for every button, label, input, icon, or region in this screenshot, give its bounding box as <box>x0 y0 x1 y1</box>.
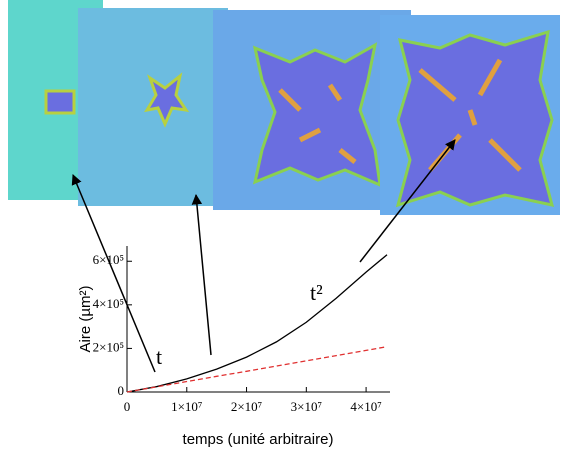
y-tick-label: 0 <box>118 383 125 398</box>
arrow <box>191 193 212 356</box>
x-tick-label: 2×10⁷ <box>231 399 262 414</box>
x-tick-label: 0 <box>124 399 131 414</box>
annotation: t² <box>310 280 323 305</box>
y-tick-label: 6×10⁵ <box>93 252 124 267</box>
annotation: t <box>156 344 162 369</box>
x-tick-label: 4×10⁷ <box>350 399 381 414</box>
branches <box>278 83 357 164</box>
x-axis-label: temps (unité arbitraire) <box>183 431 334 448</box>
snapshots <box>8 0 560 215</box>
crystal <box>144 72 190 128</box>
y-tick-label: 4×10⁵ <box>93 296 124 311</box>
arrow <box>71 174 156 373</box>
crystal <box>252 42 382 188</box>
crystal <box>44 89 76 115</box>
arrow <box>359 139 456 263</box>
arrows <box>71 139 456 373</box>
x-tick-label: 1×10⁷ <box>171 399 202 414</box>
series-line <box>126 254 388 393</box>
y-axis-label: Aire (µm²) <box>77 286 94 353</box>
y-tick-label: 2×10⁵ <box>93 339 124 354</box>
plot: 0 1×10⁷ 2×10⁷ 3×10⁷ 4×10⁷ 0 2×10⁵ 4×10⁵ 6×10⁵ <box>93 246 390 414</box>
series-line <box>126 346 388 393</box>
x-tick-label: 3×10⁷ <box>291 399 322 414</box>
